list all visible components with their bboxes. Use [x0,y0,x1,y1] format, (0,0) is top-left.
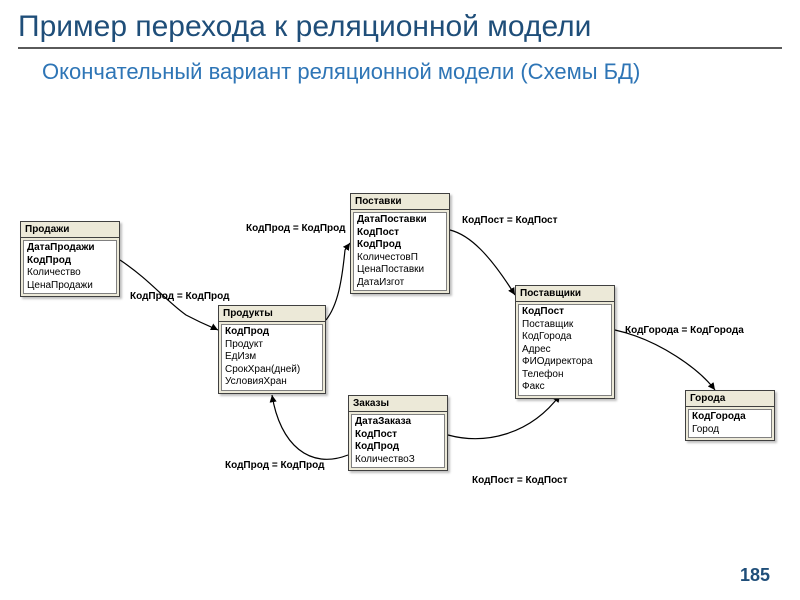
table-field: КодГорода [689,411,771,424]
table-field: Продукт [222,339,322,352]
relationship-edge [326,243,350,320]
table-field: Поставщик [519,319,611,332]
slide-title: Пример перехода к реляционной модели [0,0,800,47]
table-products: Продукты КодПродПродуктЕдИзмСрокХран(дней… [218,305,326,394]
relationship-edge [615,330,715,390]
table-sales: Продажи ДатаПродажиКодПродКоличествоЦенаП… [20,221,120,297]
table-field: КодПрод [24,255,116,268]
page-number: 185 [740,565,770,586]
table-field: КодГорода [519,331,611,344]
relationship-label: КодПост = КодПост [462,215,558,226]
table-field: КодПост [352,429,444,442]
table-body: КодПродПродуктЕдИзмСрокХран(дней)Условия… [221,324,323,391]
table-field: Телефон [519,369,611,382]
table-supplies: Поставки ДатаПоставкиКодПостКодПродКоличе… [350,193,450,294]
table-title: Заказы [349,396,447,412]
table-body: ДатаЗаказаКодПостКодПродКоличествоЗ [351,414,445,468]
table-field: ЕдИзм [222,351,322,364]
table-body: КодПостПоставщикКодГородаАдресФИОдиректо… [518,304,612,396]
table-title: Поставки [351,194,449,210]
table-field: УсловияХран [222,376,322,389]
table-field: КоличествоЗ [352,454,444,467]
table-orders: Заказы ДатаЗаказаКодПостКодПродКоличество… [348,395,448,471]
table-field: ДатаПродажи [24,242,116,255]
table-field: ДатаПоставки [354,214,446,227]
table-field: ФИОдиректора [519,356,611,369]
table-field: ЦенаПоставки [354,264,446,277]
table-field: КодПрод [352,441,444,454]
table-field: Количество [24,267,116,280]
table-body: КодГородаГород [688,409,772,438]
table-field: ЦенаПродажи [24,280,116,293]
table-field: Город [689,424,771,437]
relationship-label: КодПрод = КодПрод [225,460,325,471]
relationship-label: КодГорода = КодГорода [625,325,744,336]
table-field: Факс [519,381,611,394]
slide-subtitle: Окончательный вариант реляционной модели… [0,57,800,84]
table-title: Продукты [219,306,325,322]
table-field: Адрес [519,344,611,357]
table-field: ДатаИзгот [354,277,446,290]
relationship-label: КодПрод = КодПрод [130,291,230,302]
table-field: КодПрод [354,239,446,252]
table-field: КодПрод [222,326,322,339]
table-field: КодПост [354,227,446,240]
table-body: ДатаПоставкиКодПостКодПродКоличестовПЦен… [353,212,447,291]
table-suppliers: Поставщики КодПостПоставщикКодГородаАдрес… [515,285,615,399]
table-title: Поставщики [516,286,614,302]
diagram-canvas: ПродажиДатаПродажиКодПродКоличествоЦенаП… [0,185,800,555]
table-field: КодПост [519,306,611,319]
title-underline [18,47,782,49]
table-field: СрокХран(дней) [222,364,322,377]
table-body: ДатаПродажиКодПродКоличествоЦенаПродажи [23,240,117,294]
relationship-edge [448,395,560,439]
relationship-label: КодПост = КодПост [472,475,568,486]
table-field: ДатаЗаказа [352,416,444,429]
table-field: КоличестовП [354,252,446,265]
relationship-edge [450,230,515,295]
table-title: Продажи [21,222,119,238]
table-title: Города [686,391,774,407]
relationship-edge [272,395,348,459]
relationship-label: КодПрод = КодПрод [246,223,346,234]
table-cities: Города КодГородаГород [685,390,775,441]
